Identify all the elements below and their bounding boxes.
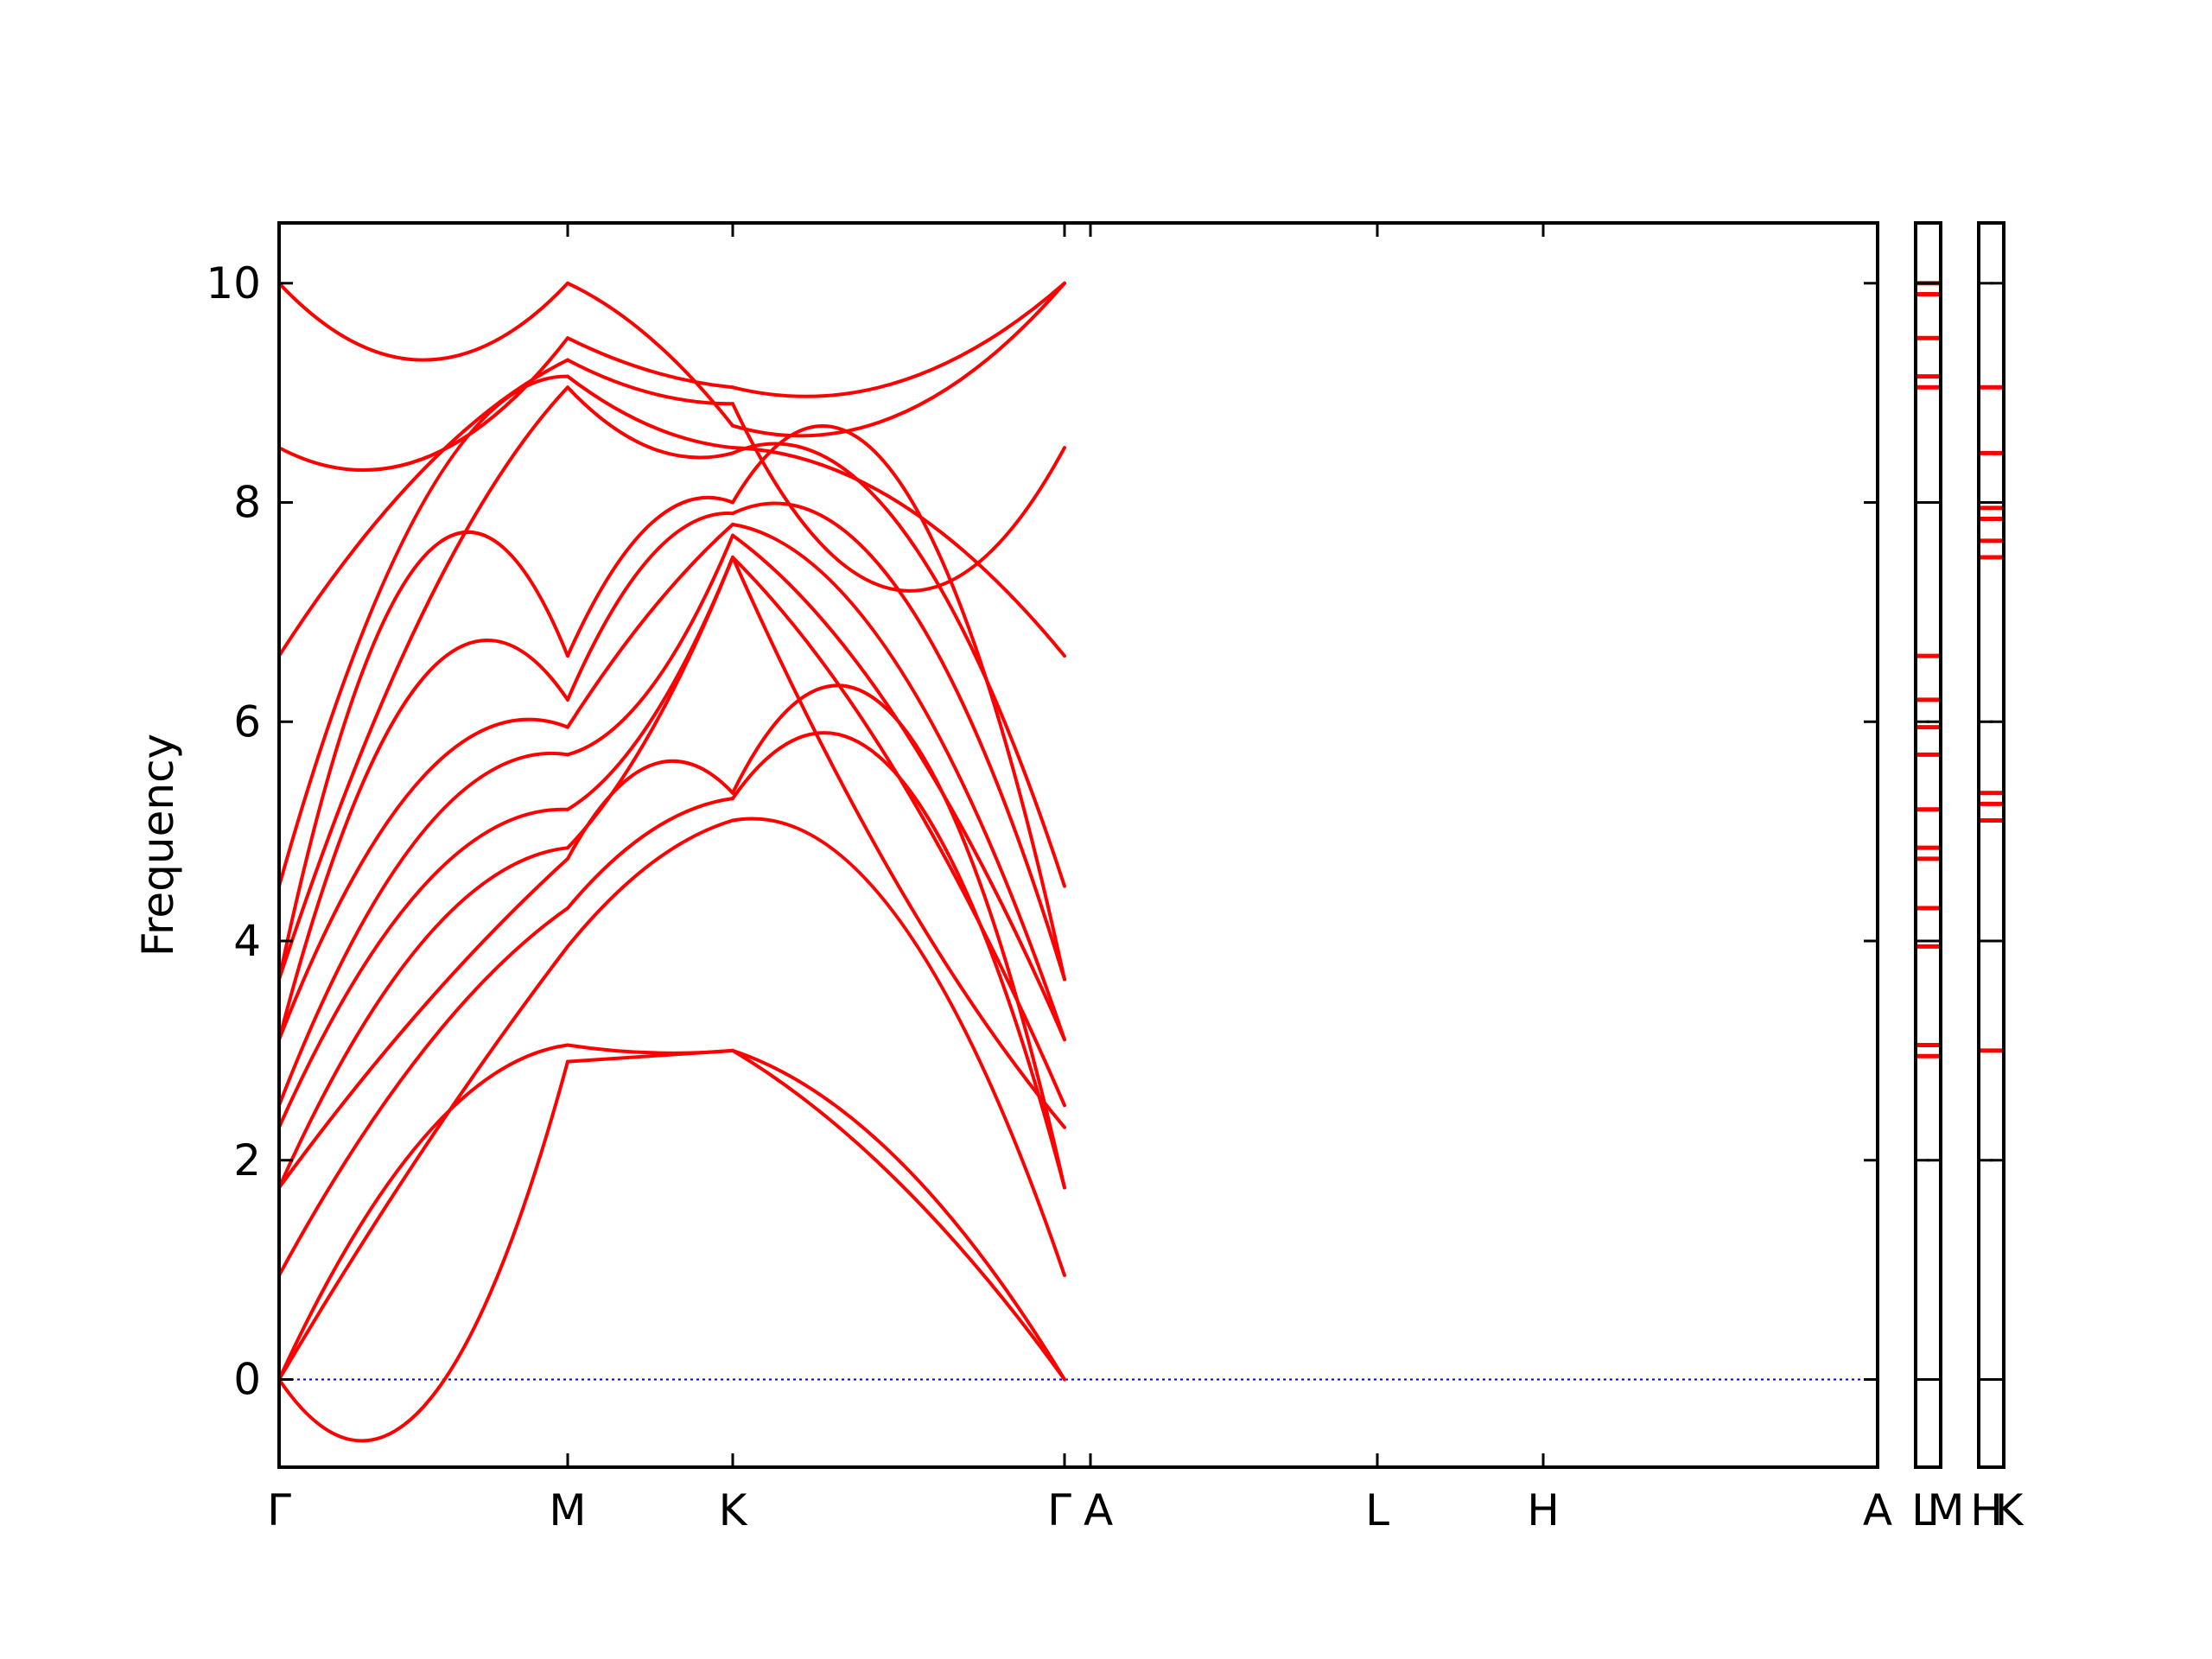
dos-panel-1-frame — [1914, 221, 1942, 1469]
band-15-segment-1 — [279, 336, 569, 472]
band-16-segment-1 — [279, 281, 569, 362]
x-tick-label: Γ — [267, 1485, 291, 1535]
band-13-segment-2 — [566, 374, 734, 450]
x-tick-label: H — [1527, 1485, 1560, 1535]
band-4-segment-3 — [731, 731, 1066, 1190]
band-8-segment-1 — [279, 752, 569, 1108]
band-3-segment-1 — [279, 944, 569, 1382]
band-2-segment-2 — [566, 1043, 734, 1055]
x-tick-label: A — [1863, 1485, 1892, 1535]
band-4-segment-2 — [566, 797, 734, 910]
band-14-segment-3 — [731, 402, 1066, 593]
band-16-segment-3 — [731, 281, 1066, 438]
band-12-segment-3 — [731, 442, 1066, 888]
band-5-segment-2 — [566, 759, 734, 861]
band-3-segment-2 — [566, 818, 734, 949]
band-16-segment-2 — [566, 281, 734, 428]
main-plot-frame — [277, 221, 1879, 1469]
dos-panel-1 — [1916, 281, 1941, 1382]
dos-tick-label: M — [1927, 1485, 1964, 1535]
dos-panel-2-frame — [1977, 221, 2005, 1469]
y-tick-label: 8 — [233, 478, 261, 528]
band-11-segment-3 — [731, 423, 1066, 982]
y-tick-label: 2 — [233, 1135, 261, 1185]
dos-panel-2 — [1979, 385, 2004, 1382]
band-12-segment-1 — [279, 385, 569, 982]
band-12-segment-2 — [566, 385, 734, 460]
x-tick-label: L — [1365, 1485, 1389, 1535]
band-8-segment-2 — [566, 533, 734, 757]
band-9-segment-3 — [731, 522, 1066, 1042]
band-11-segment-2 — [566, 495, 734, 658]
y-tick-label: 4 — [233, 916, 261, 966]
band-6-segment-3 — [731, 556, 1066, 1129]
band-3-segment-3 — [731, 817, 1066, 1277]
band-2-segment-3 — [731, 1048, 1066, 1382]
band-10-segment-2 — [566, 512, 734, 702]
band-13-segment-3 — [731, 446, 1066, 658]
y-tick-label: 10 — [206, 258, 261, 308]
band-5-segment-3 — [731, 683, 1066, 1190]
band-lines — [279, 281, 1066, 1443]
band-9-segment-2 — [566, 522, 734, 729]
band-7-segment-3 — [731, 556, 1066, 1108]
band-13-segment-1 — [279, 374, 569, 888]
band-1-segment-1 — [279, 1059, 569, 1443]
band-9-segment-1 — [279, 717, 569, 1042]
band-1-segment-3 — [731, 1048, 1066, 1382]
band-15-segment-2 — [566, 336, 734, 390]
band-5-segment-1 — [279, 856, 569, 1190]
band-15-segment-3 — [731, 281, 1066, 398]
y-tick-label: 6 — [233, 696, 261, 747]
y-tick-label: 0 — [233, 1355, 261, 1405]
band-6-segment-1 — [279, 846, 569, 1190]
x-tick-label: M — [549, 1485, 586, 1535]
x-tick-label: K — [719, 1485, 748, 1535]
x-tick-label: A — [1084, 1485, 1113, 1535]
y-axis-ticks: 0 2 4 6 8 10 — [206, 258, 2004, 1405]
y-axis-label: Frequency — [133, 734, 183, 957]
dos-tick-label: K — [1995, 1485, 2024, 1535]
band-2-segment-1 — [279, 1043, 569, 1382]
x-tick-label: Γ — [1047, 1485, 1071, 1535]
x-axis-ticks: Γ M K Γ A L H A LM HK — [267, 223, 2024, 1535]
band-10-segment-1 — [279, 638, 569, 1042]
band-7-segment-2 — [566, 556, 734, 811]
dos-tick-label: H — [1970, 1485, 2003, 1535]
band-11-segment-1 — [279, 530, 569, 982]
band-7-segment-1 — [279, 807, 569, 1129]
dos-tick-label: L — [1911, 1485, 1936, 1535]
band-8-segment-3 — [731, 533, 1066, 1042]
band-4-segment-1 — [279, 906, 569, 1277]
